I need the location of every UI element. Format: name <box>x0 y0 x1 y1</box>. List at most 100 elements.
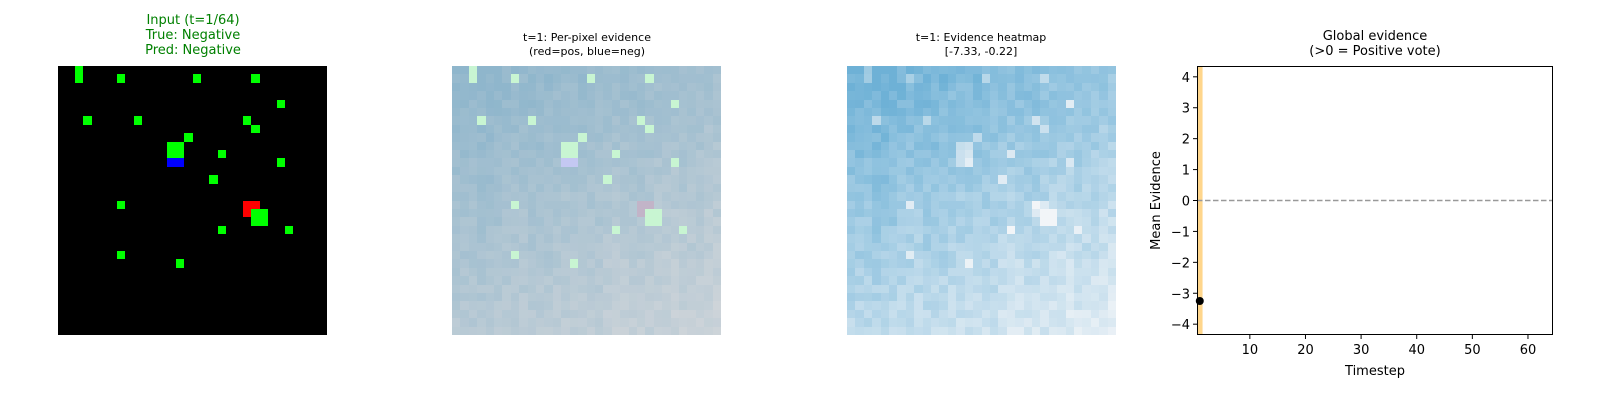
input-pixel <box>150 133 159 142</box>
heatmap-cell <box>872 267 881 277</box>
evidence-cell <box>670 242 679 251</box>
input-pixel <box>66 200 75 209</box>
heatmap-cell <box>1099 234 1108 243</box>
input-pixel <box>251 116 260 125</box>
evidence-cell <box>712 242 721 251</box>
heatmap-cell <box>1082 166 1091 176</box>
evidence-cell <box>527 91 537 100</box>
input-pixel <box>58 66 67 75</box>
input-pixel <box>192 124 201 134</box>
evidence-cell <box>662 234 671 243</box>
input-pixel <box>142 276 151 285</box>
heatmap-cell <box>1031 82 1041 92</box>
heatmap-cell <box>863 74 873 83</box>
evidence-cell <box>460 200 469 209</box>
evidence-cell <box>704 326 713 335</box>
input-pixel <box>192 158 201 167</box>
input-pixel <box>209 225 218 235</box>
heatmap-cell <box>1040 91 1049 100</box>
heatmap-cell <box>897 141 906 151</box>
heatmap-cell <box>989 66 999 75</box>
input-pixel <box>108 74 117 83</box>
evidence-cell <box>611 225 621 235</box>
heatmap-cell <box>964 318 974 327</box>
input-pixel <box>310 66 319 75</box>
heatmap-cell <box>1065 225 1074 235</box>
input-pixel <box>259 91 269 100</box>
heatmap-cell <box>872 192 881 201</box>
evidence-cell <box>594 141 604 151</box>
input-pixel <box>83 183 92 193</box>
evidence-cell <box>569 250 579 260</box>
evidence-cell <box>628 259 637 268</box>
evidence-cell <box>687 99 696 109</box>
evidence-cell <box>485 133 495 142</box>
heatmap-cell <box>1006 284 1016 293</box>
input-pixel <box>150 208 159 218</box>
evidence-cell <box>494 108 503 117</box>
heatmap-cell <box>872 259 881 268</box>
heatmap-cell <box>947 99 957 109</box>
input-pixel <box>259 301 269 310</box>
evidence-cell <box>544 292 553 302</box>
input-pixel-green <box>217 150 227 159</box>
evidence-cell <box>536 141 545 151</box>
evidence-cell <box>611 301 621 310</box>
heatmap-cell <box>939 158 948 167</box>
input-pixel <box>74 284 84 293</box>
input-pixel <box>293 192 302 201</box>
heatmap-cell <box>880 234 890 243</box>
heatmap-cell <box>880 192 890 201</box>
evidence-cell <box>519 158 528 167</box>
evidence-cell <box>494 175 503 184</box>
evidence-cell <box>510 66 520 75</box>
input-pixel <box>167 242 176 251</box>
heatmap-cell <box>964 292 974 302</box>
input-pixel <box>226 91 235 100</box>
input-pixel <box>234 133 243 142</box>
heatmap-cell <box>1023 276 1032 285</box>
heatmap-cell <box>973 116 982 125</box>
evidence-cell <box>603 309 612 319</box>
input-pixel <box>91 259 101 268</box>
evidence-cell <box>628 217 637 226</box>
heatmap-cell <box>981 217 990 226</box>
evidence-cell <box>687 208 696 218</box>
input-pixel <box>251 225 260 235</box>
evidence-cell <box>687 301 696 310</box>
input-pixel <box>133 250 143 260</box>
evidence-cell <box>636 99 646 109</box>
heatmap-cell <box>905 318 915 327</box>
heatmap-cell <box>1057 234 1066 243</box>
heatmap-cell <box>1057 108 1066 117</box>
evidence-cell <box>662 82 671 92</box>
input-pixel <box>293 301 302 310</box>
input-pixel <box>133 74 143 83</box>
heatmap-cell <box>964 234 974 243</box>
heatmap-cell <box>989 175 999 184</box>
heatmap-cell <box>855 133 864 142</box>
input-pixel <box>242 82 252 92</box>
input-pixel <box>226 82 235 92</box>
heatmap-cell <box>1082 242 1091 251</box>
input-pixel <box>150 66 159 75</box>
heatmap-cell <box>1031 242 1041 251</box>
evidence-cell <box>678 99 688 109</box>
input-pixel <box>318 208 327 218</box>
evidence-cell <box>468 225 478 235</box>
x-tick-label: 20 <box>1297 343 1314 358</box>
heatmap-cell <box>905 259 915 268</box>
heatmap-cell <box>1065 192 1074 201</box>
evidence-cell <box>561 301 570 310</box>
evidence-cell <box>494 301 503 310</box>
heatmap-cell <box>1090 301 1100 310</box>
input-pixel <box>284 99 294 109</box>
input-pixel <box>83 301 92 310</box>
evidence-cell <box>569 99 579 109</box>
heatmap-cell <box>947 124 957 134</box>
evidence-cell <box>468 108 478 117</box>
evidence-cell <box>645 74 654 83</box>
heatmap-cell <box>973 326 982 335</box>
input-pixel <box>58 183 67 193</box>
heatmap-cell <box>956 158 965 167</box>
